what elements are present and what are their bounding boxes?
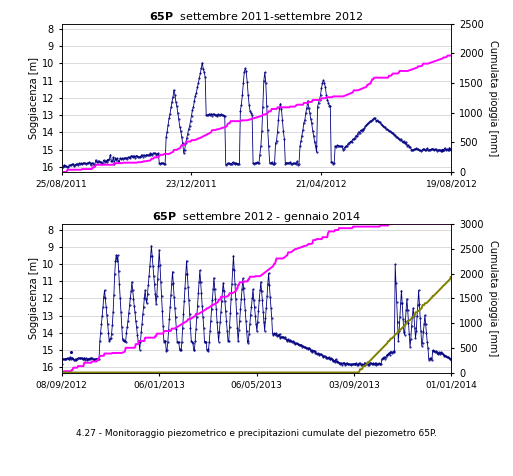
Y-axis label: Cumulata pioggia [mm]: Cumulata pioggia [mm] (488, 40, 498, 156)
Y-axis label: Soggiacenza [m]: Soggiacenza [m] (29, 57, 39, 139)
Y-axis label: Soggiacenza [m]: Soggiacenza [m] (29, 258, 39, 339)
Title: $\bf{65P}$  settembre 2012 - gennaio 2014: $\bf{65P}$ settembre 2012 - gennaio 2014 (152, 210, 361, 224)
Title: $\bf{65P}$  settembre 2011-settembre 2012: $\bf{65P}$ settembre 2011-settembre 2012 (149, 10, 364, 21)
Text: 4.27 - Monitoraggio piezometrico e precipitazioni cumulate del piezometro 65P.: 4.27 - Monitoraggio piezometrico e preci… (76, 429, 437, 438)
Y-axis label: Cumulata pioggia [mm]: Cumulata pioggia [mm] (488, 240, 498, 357)
